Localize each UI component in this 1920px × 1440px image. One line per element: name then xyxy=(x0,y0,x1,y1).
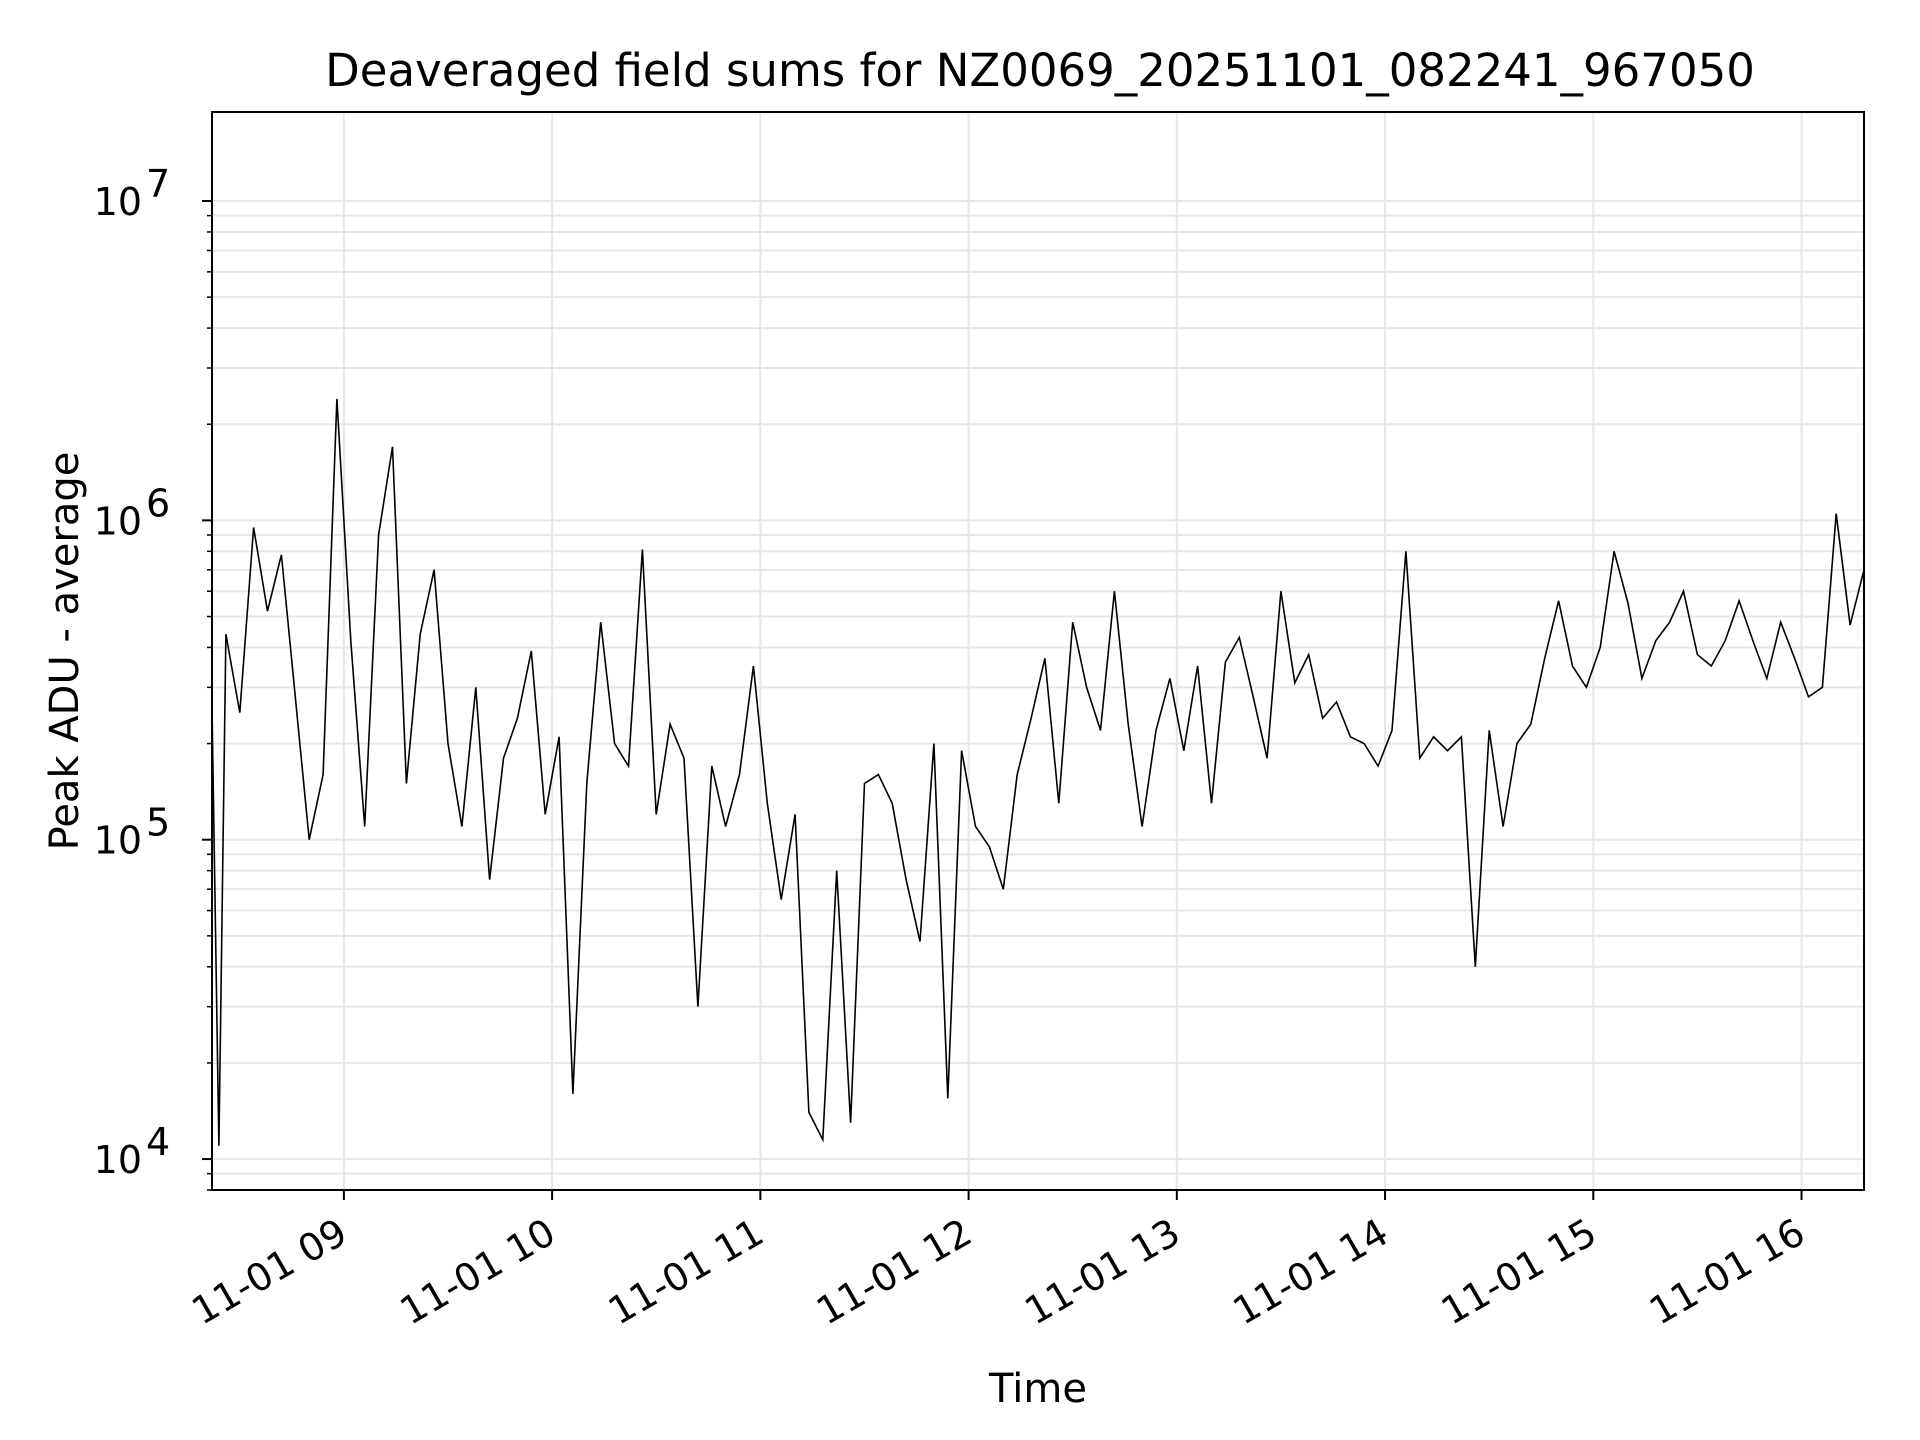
y-tick-base: 10 xyxy=(94,180,142,224)
chart-title: Deaveraged field sums for NZ0069_2025110… xyxy=(325,44,1755,97)
y-tick-exponent: 7 xyxy=(146,162,170,206)
y-tick-exponent: 6 xyxy=(146,481,170,525)
series-line xyxy=(211,398,1865,1146)
y-tick-base: 10 xyxy=(94,819,142,863)
y-axis-label: Peak ADU - average xyxy=(42,452,88,851)
plot-frame xyxy=(211,111,1865,1191)
y-tick-label: 10 xyxy=(94,180,142,224)
y-tick-label: 10 xyxy=(94,819,142,863)
x-axis-label: Time xyxy=(988,1366,1087,1412)
y-tick-label: 10 xyxy=(94,499,142,543)
y-tick-base: 10 xyxy=(94,1138,142,1182)
y-tick-base: 10 xyxy=(94,499,142,543)
y-tick-label: 10 xyxy=(94,1138,142,1182)
y-tick-exponent: 4 xyxy=(146,1120,170,1164)
y-tick-exponent: 5 xyxy=(146,801,170,845)
series-layer xyxy=(211,398,1865,1146)
